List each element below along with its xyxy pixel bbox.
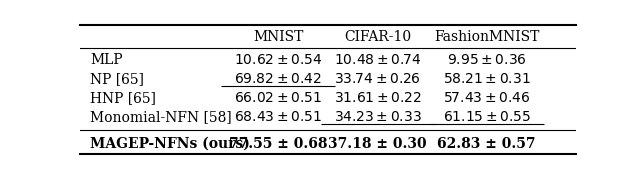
Text: $9.95 \pm 0.36$: $9.95 \pm 0.36$ — [447, 53, 527, 67]
Text: $10.62 \pm 0.54$: $10.62 \pm 0.54$ — [234, 53, 323, 67]
Text: $69.82 \pm 0.42$: $69.82 \pm 0.42$ — [234, 72, 323, 86]
Text: $61.15 \pm 0.55$: $61.15 \pm 0.55$ — [442, 110, 531, 124]
Text: MNIST: MNIST — [253, 30, 303, 44]
Text: $66.02 \pm 0.51$: $66.02 \pm 0.51$ — [234, 91, 323, 105]
Text: HNP [65]: HNP [65] — [90, 91, 156, 105]
Text: $33.74 \pm 0.26$: $33.74 \pm 0.26$ — [334, 72, 421, 86]
Text: Monomial-NFN [58]: Monomial-NFN [58] — [90, 110, 232, 124]
Text: 77.55 ± 0.68: 77.55 ± 0.68 — [229, 137, 328, 151]
Text: $57.43 \pm 0.46$: $57.43 \pm 0.46$ — [443, 91, 531, 105]
Text: CIFAR-10: CIFAR-10 — [344, 30, 411, 44]
Text: $68.43 \pm 0.51$: $68.43 \pm 0.51$ — [234, 110, 323, 124]
Text: MLP: MLP — [90, 53, 122, 67]
Text: $10.48 \pm 0.74$: $10.48 \pm 0.74$ — [333, 53, 422, 67]
Text: $58.21 \pm 0.31$: $58.21 \pm 0.31$ — [443, 72, 531, 86]
Text: 37.18 ± 0.30: 37.18 ± 0.30 — [328, 137, 427, 151]
Text: $34.23 \pm 0.33$: $34.23 \pm 0.33$ — [333, 110, 422, 124]
Text: FashionMNIST: FashionMNIST — [434, 30, 540, 44]
Text: MAGEP-NFNs (ours): MAGEP-NFNs (ours) — [90, 137, 250, 151]
Text: $31.61 \pm 0.22$: $31.61 \pm 0.22$ — [334, 91, 421, 105]
Text: 62.83 ± 0.57: 62.83 ± 0.57 — [438, 137, 536, 151]
Text: NP [65]: NP [65] — [90, 72, 144, 86]
